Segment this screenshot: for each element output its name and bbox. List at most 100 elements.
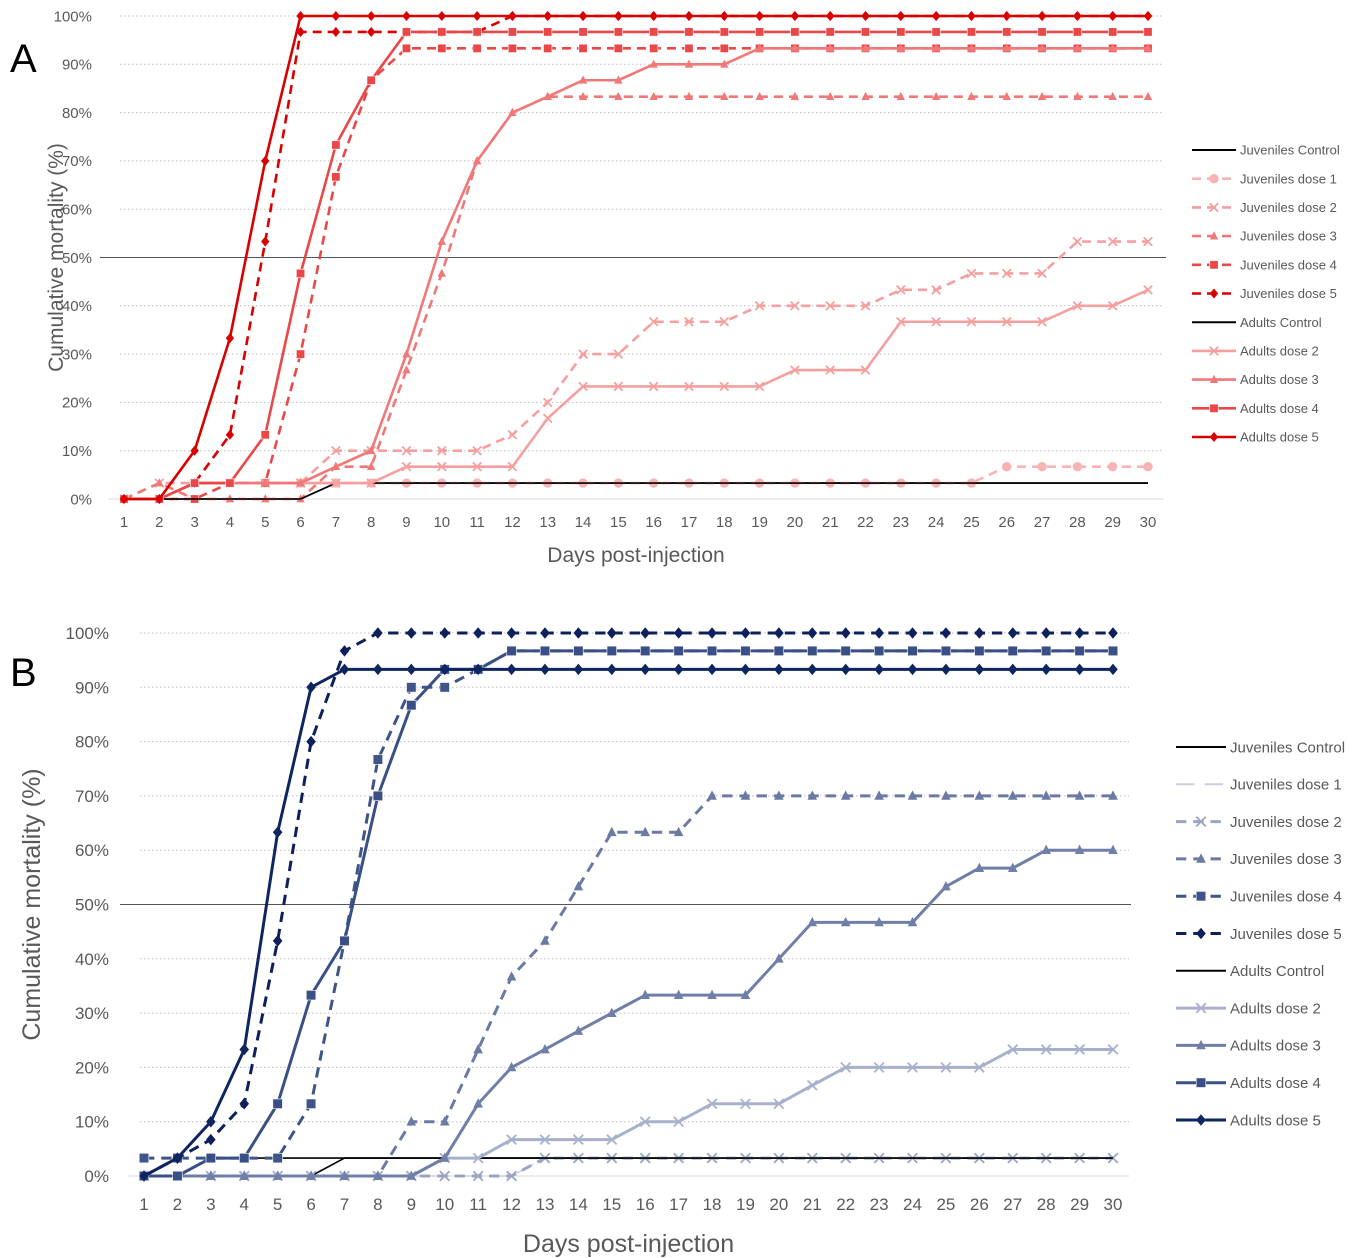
data-point [366, 26, 376, 37]
y-tick-label: 30% [75, 1004, 109, 1023]
data-point [1041, 663, 1051, 676]
data-point [1037, 10, 1047, 22]
data-point [239, 1152, 250, 1164]
series-line [144, 1157, 1113, 1177]
legend-swatch-marker [1209, 174, 1219, 184]
data-point [439, 1152, 450, 1162]
legend-label: Juveniles dose 4 [1240, 257, 1337, 272]
y-tick-label: 60% [75, 841, 109, 860]
data-point [1107, 1044, 1119, 1055]
x-tick-label: 30 [1140, 514, 1157, 531]
x-tick-label: 4 [226, 514, 234, 531]
data-point [331, 461, 341, 470]
chart-panel-b: B0%10%20%30%40%50%60%70%80%90%100%1 2 3 4 5 6… [10, 624, 1345, 1258]
data-point [205, 1152, 216, 1164]
data-point [673, 1116, 685, 1128]
data-point [1107, 300, 1118, 311]
data-point [740, 627, 751, 639]
data-point [366, 75, 376, 85]
x-tick-label: 19 [751, 514, 768, 531]
series-line [124, 14, 1148, 501]
data-point [1002, 10, 1011, 22]
data-point [331, 10, 341, 22]
x-tick-label: 28 [1037, 1195, 1056, 1214]
data-point [639, 1116, 651, 1128]
x-tick-label: 25 [936, 1195, 955, 1214]
data-point [941, 881, 951, 891]
y-tick-label: 40% [75, 950, 109, 969]
legend-item: Adults dose 3 [1192, 372, 1319, 387]
legend-label: Adults dose 3 [1240, 372, 1319, 387]
x-tick-label: 18 [703, 1195, 722, 1214]
data-point [895, 285, 906, 295]
data-point [806, 1079, 818, 1091]
data-point [640, 989, 651, 1000]
data-point [339, 935, 350, 946]
x-axis-ticks: 1 2 3 4 5 6 7 8 9 10 11 12 13 14 15 16 17 18 19 20 21 22 23 24 2… [120, 514, 1157, 531]
x-tick-label: 22 [857, 514, 874, 531]
y-tick-label: 80% [62, 105, 92, 122]
data-point [436, 445, 447, 456]
data-point [684, 381, 694, 392]
data-point [401, 43, 411, 53]
x-tick-label: 27 [1003, 1195, 1022, 1214]
data-point [155, 493, 164, 505]
data-point [896, 91, 906, 101]
data-point [1041, 790, 1051, 800]
series-line [144, 649, 1113, 1178]
data-point [673, 645, 684, 657]
data-point [860, 300, 871, 311]
data-point [907, 645, 918, 657]
data-point [941, 627, 951, 639]
data-point [437, 27, 447, 37]
data-point [472, 43, 482, 53]
data-point [366, 478, 377, 488]
legend-item: Juveniles dose 4 [1176, 888, 1342, 905]
data-point [339, 663, 350, 676]
data-point [573, 645, 584, 657]
legend-label: Adults dose 3 [1230, 1038, 1321, 1055]
data-point [1007, 663, 1018, 676]
legend-label: Adults Control [1240, 315, 1322, 330]
legend-label: Adults dose 2 [1240, 343, 1319, 358]
data-point [614, 91, 623, 101]
x-tick-label: 17 [681, 514, 698, 531]
data-point [825, 300, 836, 311]
data-point [1037, 268, 1047, 279]
data-point [139, 1170, 149, 1182]
x-tick-label: 22 [836, 1195, 855, 1214]
data-point [406, 700, 417, 711]
y-tick-label: 0% [84, 1167, 109, 1186]
data-point [684, 59, 694, 68]
legend-swatch-marker [1195, 816, 1207, 828]
series-line [123, 240, 1148, 501]
y-tick-label: 70% [62, 153, 92, 170]
data-point [1074, 645, 1085, 657]
y-tick-label: 0% [70, 491, 92, 508]
data-point [305, 990, 317, 1001]
x-tick-label: 13 [539, 514, 556, 531]
data-point [1108, 663, 1118, 676]
data-point [472, 445, 482, 456]
legend-swatch-marker [1196, 1039, 1206, 1050]
data-point [472, 461, 482, 472]
y-tick-label: 30% [62, 346, 92, 363]
data-point [606, 663, 617, 676]
data-point [931, 285, 941, 295]
x-tick-label: 26 [998, 514, 1015, 531]
data-point [507, 461, 518, 472]
data-point [373, 663, 383, 676]
data-point [1002, 27, 1012, 37]
data-point [542, 397, 553, 408]
data-point [578, 10, 588, 22]
data-point [508, 107, 517, 116]
data-point [941, 790, 951, 800]
data-point [366, 10, 376, 22]
x-tick-label: 13 [536, 1195, 555, 1214]
legend-swatch-marker [1209, 260, 1219, 270]
data-point [825, 365, 836, 375]
legend-item: Juveniles Control [1192, 143, 1340, 158]
data-point [1037, 461, 1047, 472]
data-point [190, 445, 199, 456]
data-point [773, 1098, 785, 1110]
